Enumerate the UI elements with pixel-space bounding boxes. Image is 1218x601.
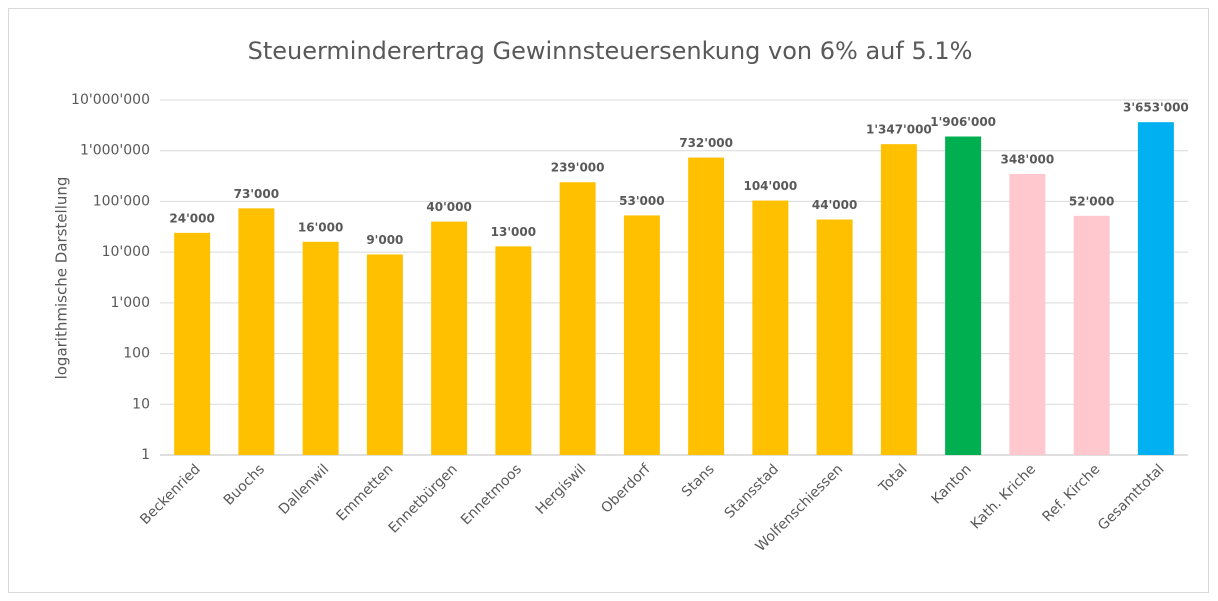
y-tick-label: 100 (123, 346, 150, 362)
bar (559, 182, 596, 455)
data-label: 13'000 (491, 225, 536, 239)
y-tick-label: 10'000 (102, 244, 150, 260)
bar (431, 221, 468, 455)
y-axis-title: logarithmische Darstellung (53, 177, 71, 380)
bar (238, 208, 275, 455)
y-tick-label: 1'000 (111, 295, 150, 311)
data-label: 9'000 (366, 233, 403, 247)
data-label: 24'000 (169, 211, 214, 225)
y-tick-label: 1'000'000 (80, 143, 150, 159)
data-label: 348'000 (1000, 152, 1054, 166)
bar (945, 136, 982, 455)
data-label: 1'347'000 (866, 123, 932, 137)
bar (752, 200, 789, 455)
bar (174, 232, 211, 455)
bar (1009, 173, 1046, 455)
bar (1073, 215, 1110, 455)
data-label: 53'000 (619, 194, 664, 208)
bar (623, 215, 660, 455)
data-label: 73'000 (234, 187, 279, 201)
data-label: 44'000 (812, 198, 857, 212)
data-label: 3'653'000 (1123, 101, 1189, 115)
bar (1137, 122, 1174, 456)
bar (302, 241, 339, 455)
data-label: 16'000 (298, 220, 343, 234)
bar (816, 219, 853, 455)
y-tick-label: 10'000'000 (71, 92, 150, 108)
y-tick-label: 100'000 (93, 193, 150, 209)
chart-title: Steuerminderertrag Gewinnsteuersenkung v… (248, 37, 973, 65)
y-tick-label: 10 (132, 396, 150, 412)
bar (688, 157, 725, 455)
data-label: 1'906'000 (930, 115, 996, 129)
data-label: 239'000 (551, 161, 605, 175)
y-tick-label: 1 (141, 447, 150, 463)
bar (880, 144, 917, 455)
data-label: 104'000 (743, 179, 797, 193)
data-label: 40'000 (426, 200, 471, 214)
bar (366, 254, 403, 455)
bar (495, 246, 532, 455)
data-label: 732'000 (679, 136, 733, 150)
data-label: 52'000 (1069, 194, 1114, 208)
